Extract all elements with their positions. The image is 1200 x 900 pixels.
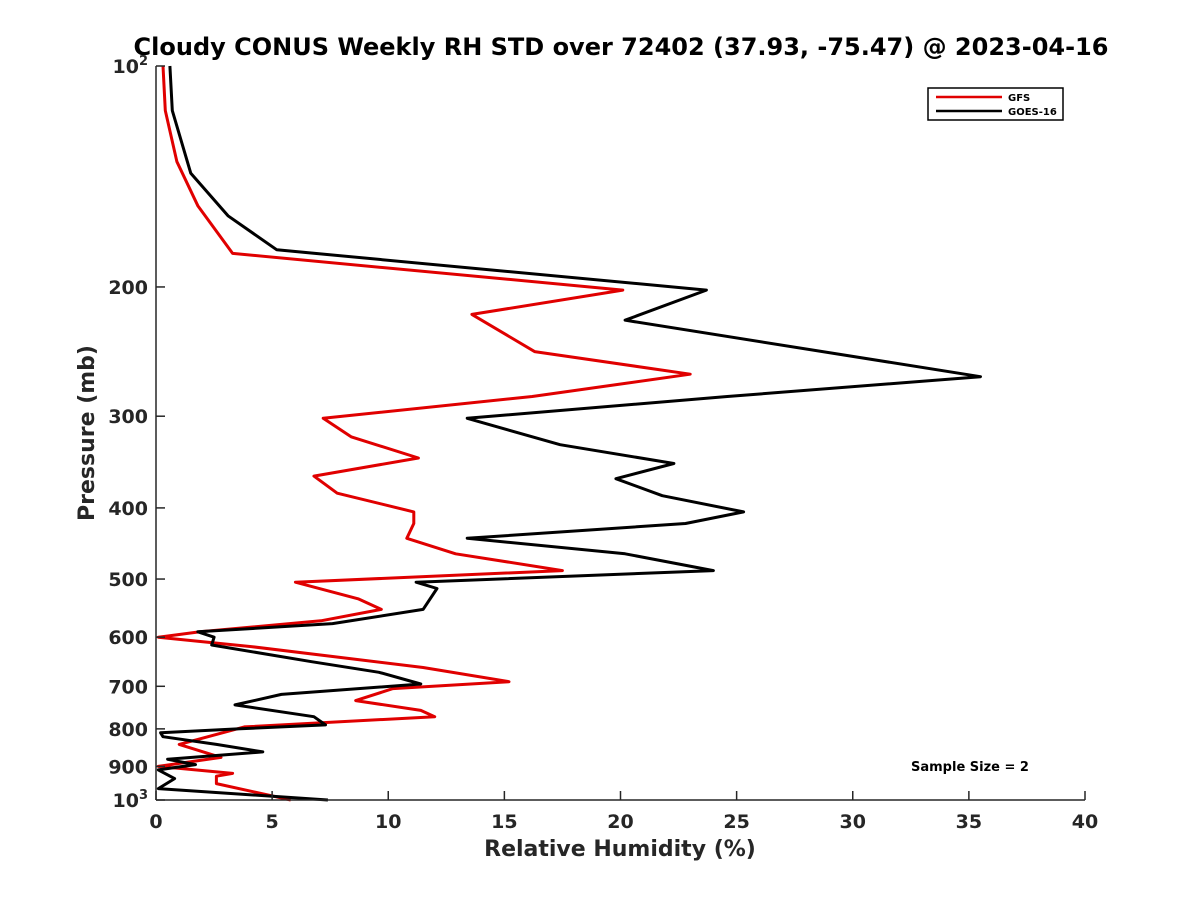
x-tick-label: 25 [723, 811, 749, 833]
y-tick-label: 800 [108, 719, 148, 741]
x-tick-label: 40 [1072, 811, 1098, 833]
y-tick-label: 600 [108, 627, 148, 649]
y-tick-label: 300 [108, 406, 148, 428]
series-layer [156, 65, 982, 802]
x-tick-label: 5 [266, 811, 279, 833]
y-tick-label: 103 [113, 788, 149, 812]
y-tick-label: 200 [108, 277, 148, 299]
y-tick-label: 400 [108, 498, 148, 520]
sample-size-annotation: Sample Size = 2 [911, 760, 1029, 775]
x-tick-label: 20 [607, 811, 633, 833]
y-tick-label: 900 [108, 756, 148, 778]
axis-layer: 0 5 10 15 20 25 30 35 40 102 200 300 400 500 600 700 800… [108, 54, 1098, 833]
x-tick-label: 35 [956, 811, 982, 833]
x-tick-label: 10 [375, 811, 401, 833]
plot-area [156, 66, 1085, 800]
legend: GFS GOES-16 [927, 87, 1064, 121]
legend-label-gfs: GFS [1008, 93, 1030, 104]
y-tick-label: 500 [108, 569, 148, 591]
legend-box [927, 87, 1064, 121]
y-tick-label: 700 [108, 676, 148, 698]
x-tick-label: 30 [840, 811, 866, 833]
chart-title: Cloudy CONUS Weekly RH STD over 72402 (3… [134, 33, 1109, 61]
legend-label-goes16: GOES-16 [1008, 107, 1057, 118]
series-line-gfs [156, 65, 692, 802]
series-line-goes16 [156, 65, 982, 802]
x-axis-label: Relative Humidity (%) [484, 837, 756, 862]
y-tick-label: 102 [113, 54, 149, 78]
x-tick-label: 15 [491, 811, 517, 833]
y-axis-label: Pressure (mb) [75, 345, 100, 521]
x-tick-label: 0 [149, 811, 162, 833]
